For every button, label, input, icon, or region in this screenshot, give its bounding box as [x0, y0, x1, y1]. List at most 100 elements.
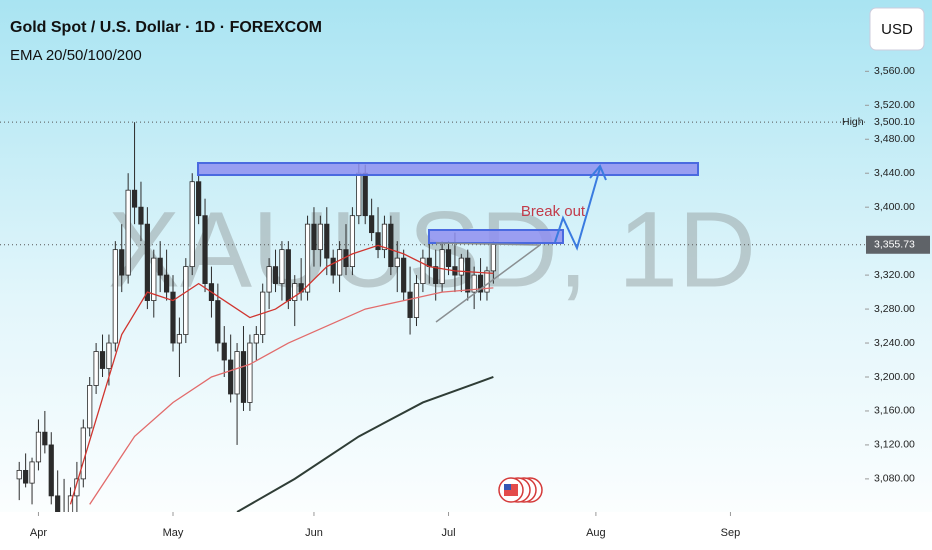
high-label: 3,500.10 [874, 116, 915, 128]
arrow-head [589, 164, 607, 181]
candle-body [381, 223, 388, 251]
y-tick-label: 3,240.00 [874, 337, 915, 349]
candle-body [112, 249, 118, 344]
candle-body [349, 215, 356, 268]
candle-body [106, 342, 112, 369]
candle-body [490, 244, 496, 272]
candle-body [119, 249, 125, 276]
candle-body [176, 334, 183, 344]
chart-title: Gold Spot / U.S. Dollar · 1D · FOREXCOM [10, 19, 322, 36]
candle-body [401, 257, 407, 293]
chart-subtitle: EMA 20/50/100/200 [10, 47, 142, 64]
candle-body [369, 215, 375, 234]
candle-body [439, 249, 445, 284]
candle-body [151, 257, 157, 301]
candle-body [324, 223, 330, 259]
candle-body [87, 385, 93, 429]
y-tick-label: 3,200.00 [874, 371, 915, 383]
candle-body [99, 351, 106, 369]
y-tick-label: 3,280.00 [874, 303, 915, 315]
projection-arrow [554, 167, 601, 251]
ema-line [69, 244, 494, 505]
currency-button[interactable] [869, 7, 925, 51]
candle-body [125, 189, 131, 276]
event-icon [498, 477, 543, 503]
candle-body [138, 206, 144, 225]
y-tick-label: 3,520.00 [874, 99, 915, 111]
candle-body [16, 469, 22, 480]
y-tick-label: 3,160.00 [874, 405, 915, 417]
plot-area [0, 121, 865, 512]
candle-body [266, 266, 272, 293]
candle-body [336, 249, 343, 276]
ema-line [89, 287, 494, 505]
breakout-zone [428, 229, 564, 244]
candle-body [253, 334, 259, 344]
candle-body [420, 257, 426, 284]
y-tick-label: 3,080.00 [874, 473, 915, 485]
candle-body [484, 270, 490, 293]
candle-body [48, 444, 54, 497]
trendline [435, 244, 541, 323]
candle-body [445, 249, 452, 268]
candle-body [362, 172, 368, 217]
candle-body [29, 461, 35, 484]
candle-body [23, 469, 29, 484]
candle-body [74, 478, 80, 497]
watermark: XAUUSD, 1D [108, 189, 756, 310]
candle-body [388, 223, 394, 268]
candle-body [93, 351, 99, 386]
candle-body [413, 283, 420, 318]
candle-body [157, 257, 163, 276]
y-tick-label: 3,560.00 [874, 65, 915, 77]
candle-body [247, 342, 253, 403]
candle-body [189, 181, 195, 268]
x-tick-label: Aug [586, 527, 606, 539]
time-axis-bg [0, 512, 932, 550]
candle-body [202, 215, 208, 284]
last-price-label: 3,355.73 [874, 239, 915, 251]
trendline [435, 242, 541, 246]
ema-line [236, 376, 494, 512]
candle-body [35, 431, 42, 463]
candle-body [272, 266, 279, 284]
x-tick-label: Sep [721, 527, 741, 539]
candle-body [317, 223, 323, 251]
candle-body [292, 283, 298, 301]
candle-body [183, 266, 189, 335]
candle-body [311, 223, 317, 251]
candle-body [234, 351, 240, 395]
candle-body [228, 359, 234, 395]
candle-body [279, 249, 285, 284]
candle-body [42, 431, 48, 446]
candle-body [131, 189, 138, 208]
candle-body [465, 257, 471, 293]
candle-body [285, 249, 291, 301]
y-tick-label: 3,440.00 [874, 167, 915, 179]
candle-body [433, 266, 439, 284]
resistance-zone [197, 162, 699, 176]
x-tick-label: Apr [30, 527, 47, 539]
x-tick-label: Jun [305, 527, 323, 539]
candle-body [330, 257, 336, 276]
candle-body [170, 291, 176, 344]
annotation: Break out [521, 203, 586, 220]
candle-body [163, 274, 170, 293]
high-name: High [842, 116, 864, 128]
y-tick-label: 3,400.00 [874, 201, 915, 213]
y-tick-label: 3,480.00 [874, 133, 915, 145]
candle-body [458, 257, 464, 276]
candle-body [55, 495, 61, 512]
candle-body [240, 351, 247, 403]
currency-label: USD [881, 21, 913, 38]
candle-body [356, 172, 362, 217]
candle-body [407, 291, 413, 318]
candle-body [196, 181, 202, 217]
candle-body [215, 300, 221, 344]
candle-body [375, 232, 381, 251]
x-tick-label: Jul [441, 527, 455, 539]
x-tick-label: May [163, 527, 184, 539]
y-tick-label: 3,120.00 [874, 439, 915, 451]
